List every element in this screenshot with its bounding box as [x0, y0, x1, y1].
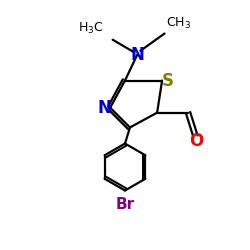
Text: N: N	[98, 99, 112, 117]
Text: H$_3$C: H$_3$C	[78, 20, 104, 36]
Text: CH$_3$: CH$_3$	[166, 16, 191, 30]
Text: N: N	[130, 46, 144, 64]
Text: S: S	[162, 72, 173, 90]
Text: O: O	[190, 132, 204, 150]
Text: Br: Br	[116, 198, 134, 212]
